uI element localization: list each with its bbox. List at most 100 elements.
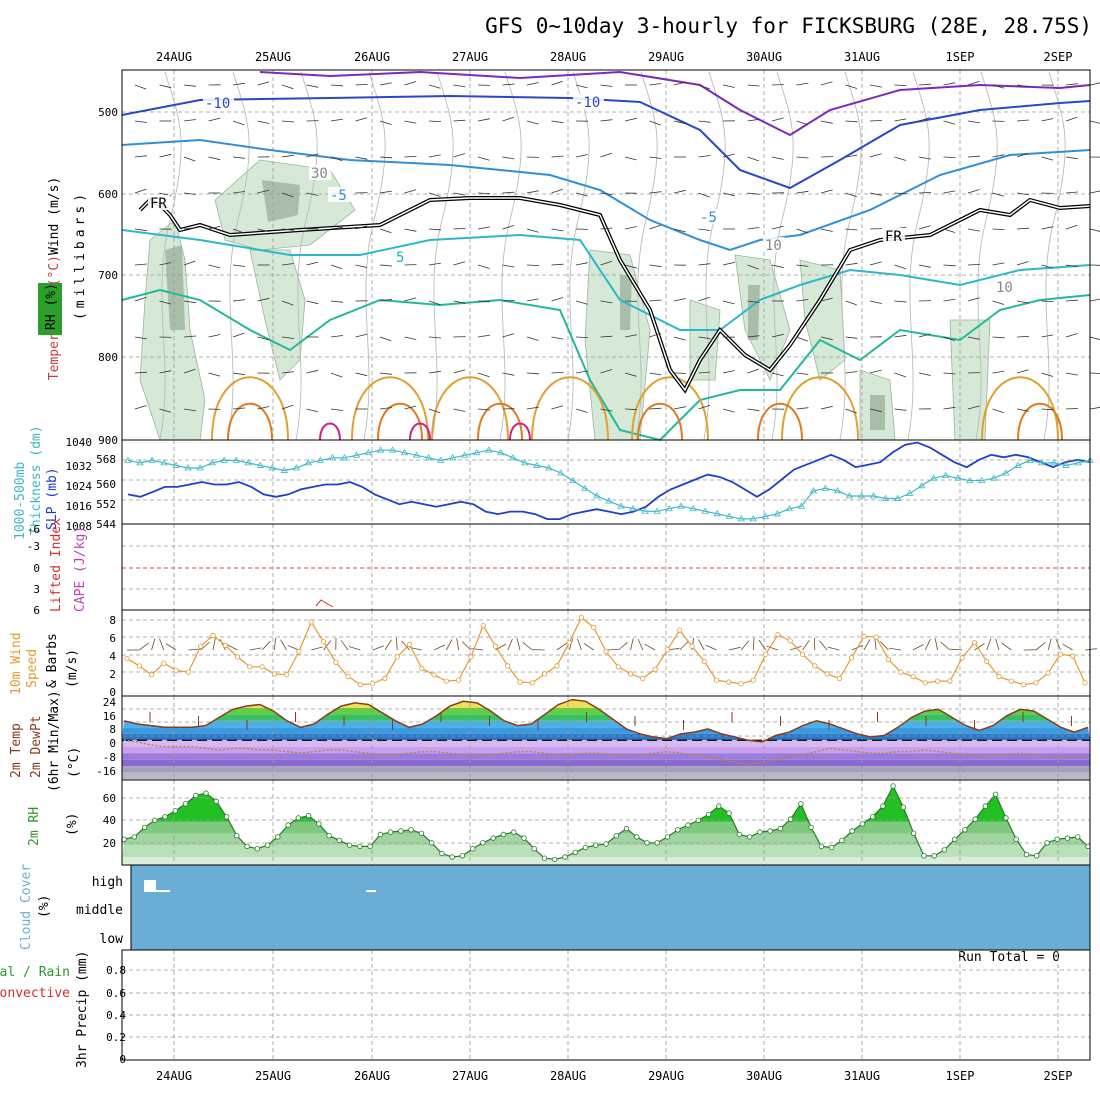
wind-speed-point xyxy=(702,659,706,663)
rh-point xyxy=(429,841,434,846)
temperature-band-warm xyxy=(122,734,1090,741)
surface-wind-barb xyxy=(396,638,397,650)
surface-wind-barb xyxy=(349,647,360,651)
rh-point xyxy=(501,832,506,837)
precip-tick-label: 0.4 xyxy=(106,1009,126,1022)
upper-wind-barb xyxy=(797,229,808,233)
upper-wind-barb xyxy=(870,85,882,87)
surface-wind-barb xyxy=(759,640,766,650)
upper-wind-barb xyxy=(454,154,466,158)
wind-axis-label: (m/s) xyxy=(65,649,80,688)
upper-wind-barb xyxy=(478,373,489,377)
rh-contour-line xyxy=(500,72,521,440)
temperature-axis-label: (°C) xyxy=(67,747,82,778)
upper-wind-barb xyxy=(380,83,392,85)
upper-wind-barb xyxy=(1066,117,1077,121)
rh-point xyxy=(850,829,855,834)
rh-point xyxy=(819,844,824,849)
temperature-band-warm xyxy=(122,695,1090,708)
contour-label: 10 xyxy=(996,280,1013,296)
upper-wind-barb xyxy=(552,298,564,302)
upper-wind-barb xyxy=(454,228,466,229)
wind-speed-point xyxy=(285,673,289,677)
wind-speed-point xyxy=(481,623,485,627)
rh-point xyxy=(296,816,301,821)
upper-wind-barb xyxy=(650,84,662,86)
rh-point xyxy=(993,792,998,797)
upper-wind-barb xyxy=(331,301,343,302)
upper-wind-barb xyxy=(895,301,907,302)
upper-wind-barb xyxy=(209,335,221,338)
rh-point xyxy=(645,841,650,846)
upper-wind-barb xyxy=(552,229,564,231)
upper-wind-barb xyxy=(503,265,515,267)
rh-contour-line xyxy=(704,72,725,440)
surface-wind-barb xyxy=(889,648,901,650)
upper-wind-barb xyxy=(478,157,490,160)
top-date-label: 30AUG xyxy=(746,50,782,64)
upper-wind-barb xyxy=(1091,299,1100,301)
wind-speed-tick-label: 2 xyxy=(109,668,116,681)
surface-wind-barb xyxy=(698,640,704,651)
slp-axis-titles: 1000-500mb xyxy=(13,462,28,540)
lifted-index-tick-label: -6 xyxy=(27,523,40,536)
rh-point xyxy=(419,831,424,836)
upper-wind-barb xyxy=(821,121,833,123)
rh-point xyxy=(1055,837,1060,842)
upper-wind-barb xyxy=(135,406,147,410)
rh-point xyxy=(758,830,763,835)
upper-wind-barb xyxy=(625,227,637,230)
upper-wind-barb xyxy=(601,85,613,87)
rh2m-unit-title: (%) xyxy=(65,813,80,836)
precip-axis-title: 3hr Precip (mm) xyxy=(75,951,90,1068)
upper-wind-barb xyxy=(944,299,956,301)
upper-wind-barb xyxy=(993,229,1005,230)
precip-convective-label: Convective xyxy=(0,986,70,1001)
temperature-axis-title-group: (°C) xyxy=(67,747,82,778)
warm-isotherm-contour xyxy=(782,377,858,440)
lifted-index-tick-label: -3 xyxy=(27,540,40,553)
surface-wind-barb xyxy=(523,642,532,650)
upper-wind-barb xyxy=(478,335,490,337)
pressure-axis-title: (millibars) xyxy=(73,190,88,320)
upper-wind-barb xyxy=(846,372,858,374)
rh-point xyxy=(593,843,598,848)
wind-speed-point xyxy=(456,678,460,682)
contour-label: -5 xyxy=(700,210,717,226)
wind-speed-point xyxy=(518,680,522,684)
top-date-label: 24AUG xyxy=(156,50,192,64)
upper-wind-barb xyxy=(723,371,735,374)
wind-speed-point xyxy=(727,680,731,684)
warm-isotherm-contour xyxy=(212,377,288,440)
upper-wind-barb xyxy=(454,120,466,121)
surface-wind-barb xyxy=(227,645,238,650)
wind-axis-label: 10m Wind xyxy=(9,632,24,695)
upper-wind-barb xyxy=(968,156,980,157)
upper-wind-barb xyxy=(895,409,907,410)
high-cloud-gap xyxy=(156,890,170,892)
rh-point xyxy=(440,851,445,856)
upper-wind-barb xyxy=(1091,373,1100,374)
rh-point xyxy=(717,804,722,809)
wind-speed-point xyxy=(825,672,829,676)
slp-tick-label: 1040 xyxy=(66,436,93,449)
upper-wind-barb xyxy=(846,301,857,305)
upper-wind-barb xyxy=(772,118,784,121)
rh-contour-line xyxy=(908,72,929,440)
upper-wind-barb xyxy=(282,85,293,89)
wind-speed-point xyxy=(960,656,964,660)
upper-wind-barb xyxy=(1066,373,1078,375)
upper-wind-barb xyxy=(135,85,146,89)
temperature-tick-label: 16 xyxy=(103,710,116,723)
upper-wind-barb xyxy=(650,300,662,301)
rh-axis-label: RH (%) xyxy=(44,283,59,330)
wind-speed-point xyxy=(542,672,546,676)
upper-wind-barb xyxy=(576,193,588,196)
upper-wind-barb xyxy=(1066,300,1078,301)
upper-wind-barb xyxy=(1091,337,1100,340)
contour-label: 30 xyxy=(311,166,328,182)
upper-wind-barb xyxy=(944,83,956,85)
upper-wind-barb xyxy=(895,373,906,377)
upper-wind-barb xyxy=(527,299,539,301)
